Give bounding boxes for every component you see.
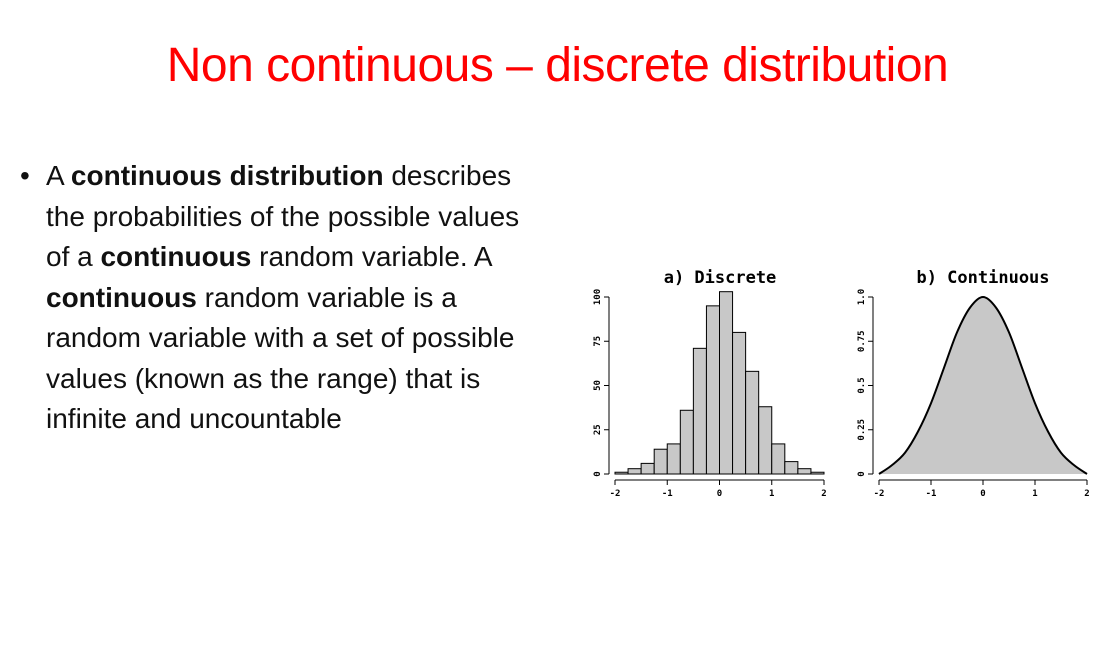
- bullet-segment-bold: continuous: [46, 281, 197, 313]
- bullet-segment-bold: continuous: [100, 241, 252, 272]
- histogram-bar: [666, 443, 681, 475]
- x-tick-label: -2: [610, 489, 621, 499]
- y-tick-label: 100: [593, 289, 603, 305]
- histogram-bar: [797, 468, 812, 475]
- histogram-bar: [771, 443, 786, 475]
- histogram-bar: [732, 331, 747, 475]
- bullet-segment: random variable. A: [251, 241, 492, 272]
- density-area: [879, 297, 1087, 474]
- histogram-bar: [784, 461, 799, 475]
- x-tick-label: 0: [717, 489, 722, 499]
- histogram-bar: [810, 471, 825, 475]
- histogram-bar: [640, 462, 655, 475]
- bullet-text: A continuous distribution describes the …: [46, 160, 519, 434]
- histogram-bar: [719, 291, 734, 475]
- x-tick-label: 1: [769, 489, 774, 499]
- y-tick-label: 0.5: [857, 377, 867, 393]
- histogram-bar: [745, 370, 760, 475]
- histogram-bar: [705, 305, 720, 475]
- y-tick-label: 0.75: [857, 330, 867, 352]
- bullet-list: • A continuous distribution describes th…: [20, 156, 520, 440]
- bullet-segment: describes the probabilities of the possi…: [46, 160, 520, 272]
- x-tick-label: 2: [821, 489, 826, 499]
- bullet-marker: •: [20, 160, 30, 191]
- bullet-segment-bold: continuous distribution: [70, 160, 384, 191]
- y-tick-label: 50: [593, 380, 603, 391]
- x-tick-label: 0: [980, 489, 985, 499]
- histogram-bar: [627, 468, 642, 475]
- density-curve: [878, 295, 1088, 475]
- x-tick-label: 2: [1084, 489, 1089, 499]
- bullet-segment: random variable is a random variable wit…: [46, 281, 515, 435]
- y-tick-label: 0: [857, 471, 867, 476]
- discrete-chart-title: a) Discrete: [664, 268, 777, 288]
- y-tick-label: 1.0: [857, 289, 867, 305]
- y-tick-label: 75: [593, 336, 603, 347]
- y-tick-label: 0.25: [857, 419, 867, 441]
- x-tick-label: -1: [662, 489, 673, 499]
- bullet-item: • A continuous distribution describes th…: [20, 156, 520, 440]
- histogram-bar: [679, 409, 694, 475]
- histogram-bar: [758, 406, 773, 475]
- y-tick-label: 0: [593, 471, 603, 476]
- continuous-chart-title: b) Continuous: [916, 268, 1049, 288]
- x-tick-label: -2: [874, 489, 885, 499]
- x-tick-label: -1: [926, 489, 937, 499]
- bullet-segment: A: [46, 160, 71, 191]
- histogram-bar: [614, 471, 629, 475]
- y-tick-label: 25: [593, 424, 603, 435]
- histogram-bar: [653, 448, 668, 475]
- histogram-bar: [692, 347, 707, 475]
- x-tick-label: 1: [1032, 489, 1037, 499]
- distribution-figure: a) Discrete -2 -1 0 1 2 0 25 50 75 100 b) Continuou…: [580, 262, 1100, 502]
- slide-title: Non continuous – discrete distribution: [166, 39, 949, 92]
